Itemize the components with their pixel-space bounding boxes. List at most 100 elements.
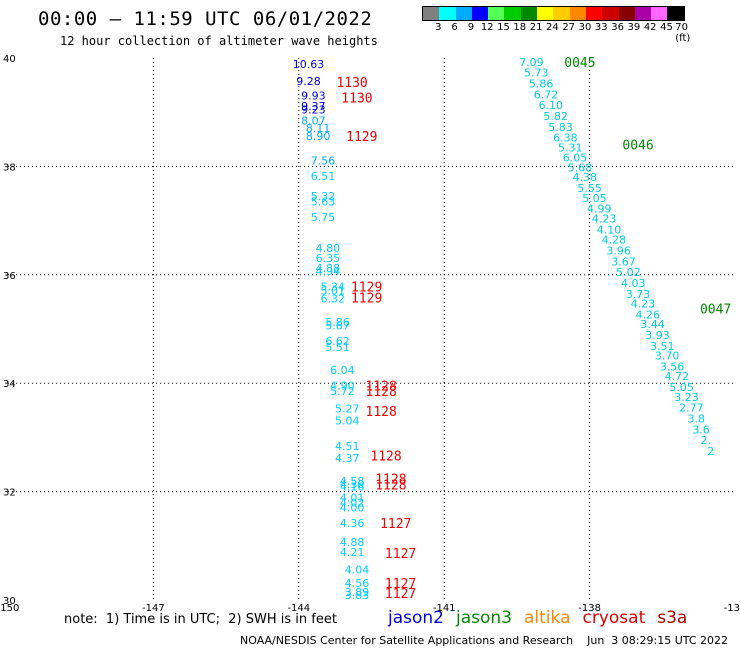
legend-swatch [423, 7, 440, 20]
wave-height-label: 5.82 [543, 110, 568, 123]
wave-height-label: 6.51 [311, 170, 336, 183]
wave-height-label: 6.38 [553, 132, 578, 145]
time-label: 0045 [564, 56, 595, 71]
time-label: 1129 [351, 292, 382, 307]
legend-swatch [488, 7, 505, 20]
wave-height-label: 5.75 [311, 211, 336, 224]
y-tick-label: 30 [3, 596, 16, 607]
wave-height-label: 5.55 [577, 182, 602, 195]
x-tick-label: -141 [433, 603, 456, 614]
time-label: 1127 [385, 547, 416, 562]
legend-swatch [618, 7, 635, 20]
time-label: 1130 [341, 92, 372, 107]
x-tick-label: -147 [142, 603, 165, 614]
wave-height-label: 4.04 [345, 564, 370, 577]
satellite-jason2: jason2 [388, 608, 444, 628]
legend-label: 6 [451, 22, 458, 33]
wave-height-label: 4.10 [597, 223, 622, 236]
legend-label: 36 [611, 22, 624, 33]
wave-height-label: 4.51 [335, 440, 360, 453]
wave-height-label: 5.86 [325, 316, 350, 329]
wave-height-label: 4.37 [335, 452, 360, 465]
y-tick-label: 38 [3, 162, 16, 173]
wave-height-label: 4.16 [340, 481, 365, 494]
wave-height-label: 4.90 [330, 379, 355, 392]
legend-swatch [455, 7, 472, 20]
wave-height-label: 8.11 [306, 122, 331, 135]
wave-height-label: 5.83 [548, 121, 573, 134]
wave-height-label: 4.72 [665, 370, 690, 383]
wave-height-label: 6.72 [534, 88, 559, 101]
legend-label: 21 [529, 22, 543, 33]
x-tick-label: -138 [578, 603, 601, 614]
time-label: 0046 [622, 139, 653, 154]
wave-height-label: 4.56 [345, 577, 370, 590]
wave-height-label: 5.02 [616, 266, 641, 279]
wave-height-label: 2.77 [679, 402, 704, 415]
wave-height-label: 4.23 [631, 298, 656, 311]
legend-label: 45 [660, 22, 673, 33]
legend-swatch [667, 7, 684, 20]
wave-height-label: 9.93 [301, 89, 326, 102]
legend-swatch [634, 7, 652, 20]
legend-label: 70 (ft) [675, 22, 691, 44]
wave-height-label: 8.07 [301, 114, 326, 127]
time-label: 1128 [375, 473, 406, 488]
wave-height-label: 4.36 [340, 517, 365, 530]
time-label: 1127 [385, 587, 416, 602]
wave-height-label: 9.23 [301, 103, 326, 116]
wave-height-label: 4.23 [592, 212, 617, 225]
wave-height-label: 4.58 [340, 475, 365, 488]
legend-swatch [439, 7, 456, 20]
wave-height-label: 4.80 [316, 242, 341, 255]
legend-swatch [504, 7, 521, 20]
x-tick-label: -135 [724, 603, 740, 614]
legend-swatch [537, 7, 554, 20]
legend-swatch [553, 7, 570, 20]
legend-label: 24 [546, 22, 559, 33]
wave-height-label: 5.72 [330, 385, 355, 398]
legend-swatch [651, 7, 668, 20]
wave-height-label: 3.8 [687, 412, 705, 425]
note-text: note: 1) Time is in UTC; 2) SWH is in fe… [64, 612, 337, 627]
wave-height-label: 3.89 [345, 586, 370, 599]
x-tick-label: -150 [0, 603, 19, 614]
legend-label: 9 [467, 22, 475, 33]
time-label: 1130 [336, 76, 367, 91]
legend-label: 30 [578, 22, 592, 33]
legend-label: 3 [435, 22, 442, 33]
page-subtitle: 12 hour collection of altimeter wave hei… [60, 34, 378, 48]
wave-height-label: 7.56 [311, 154, 336, 167]
wave-height-label: 5.73 [524, 67, 549, 80]
wave-height-label: 5.32 [311, 190, 336, 203]
legend-label: 12 [480, 22, 494, 33]
wave-height-label: 5.86 [529, 77, 554, 90]
wave-height-label: 4.26 [636, 308, 661, 321]
wave-height-label: 4.30 [340, 478, 365, 491]
color-legend: 3 6 9 12 15 18 21 24 27 30 33 36 39 42 45 70 (ft) [422, 6, 690, 44]
wave-height-label: 4.01 [340, 492, 365, 505]
wave-height-label: 5.27 [335, 403, 360, 416]
legend-swatches [422, 6, 685, 21]
wave-height-label: 10.63 [293, 58, 325, 71]
wave-height-label: 5.31 [558, 141, 583, 154]
wave-height-label: 6.62 [325, 335, 350, 348]
wave-height-label: 4.28 [602, 234, 627, 247]
wave-height-label: 4.99 [587, 203, 612, 216]
satellite-s3a: s3a [657, 608, 688, 628]
time-label: 1128 [366, 385, 397, 400]
time-label: 1128 [370, 449, 401, 464]
wave-height-label: 2 [707, 445, 714, 458]
wave-height-label: 5.67 [325, 320, 350, 333]
wave-height-label: 3.56 [660, 360, 685, 373]
wave-height-label: 4.21 [340, 546, 365, 559]
wave-height-label: 4.00 [340, 501, 365, 514]
page-title: 00:00 – 11:59 UTC 06/01/2022 [38, 8, 373, 30]
time-label: 1128 [375, 479, 406, 494]
wave-height-label: 9.28 [296, 75, 321, 88]
wave-height-label: 5.05 [669, 381, 694, 394]
time-label: 1127 [380, 517, 411, 532]
satellite-legend: jason2 jason3 altika cryosat s3a [388, 608, 699, 628]
y-tick-label: 36 [3, 271, 16, 282]
wave-height-label: 3.73 [626, 288, 651, 301]
